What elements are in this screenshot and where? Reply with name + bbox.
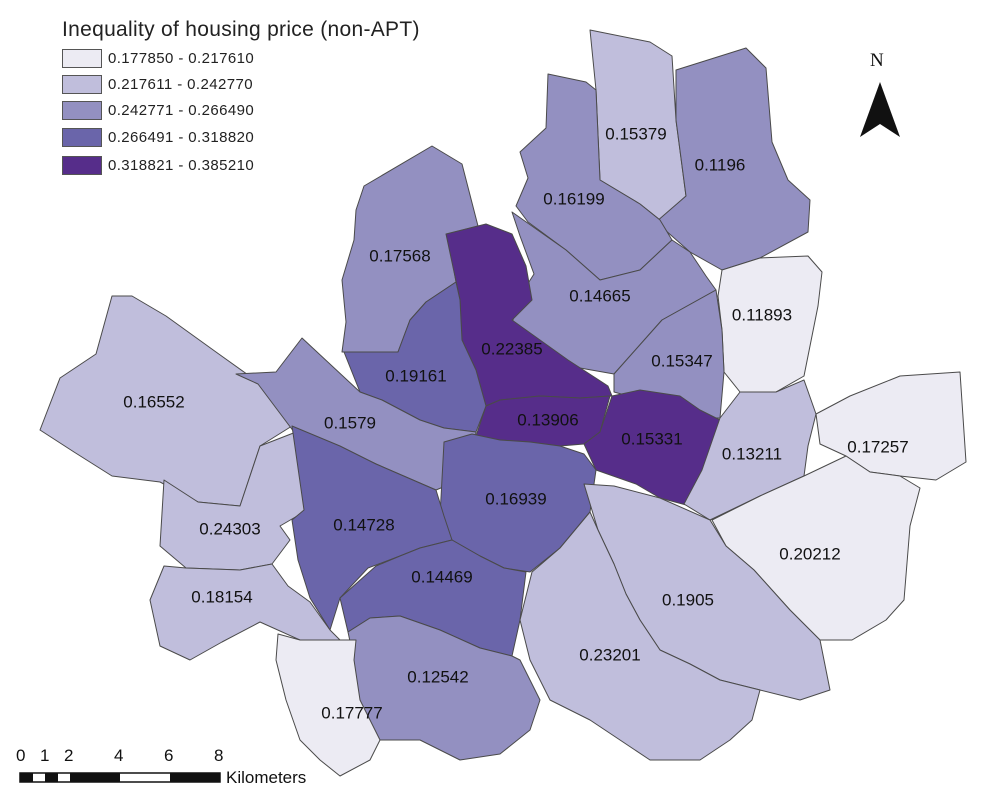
district-value-label: 0.15379 — [605, 124, 666, 143]
scale-unit-label: Kilometers — [226, 768, 307, 787]
district-value-label: 0.15347 — [651, 351, 712, 370]
north-letter: N — [870, 50, 884, 71]
scale-tick-label: 0 — [16, 746, 26, 765]
legend-label: 0.242771 - 0.266490 — [108, 102, 255, 119]
district-value-label: 0.15331 — [621, 429, 682, 448]
districts-layer — [39, 29, 967, 777]
district-area — [519, 511, 761, 761]
district-value-label: 0.16552 — [123, 392, 184, 411]
district-value-label: 0.24303 — [199, 519, 260, 538]
legend-title: Inequality of housing price (non-APT) — [62, 18, 420, 41]
legend-swatch — [62, 49, 102, 68]
scale-tick-label: 2 — [64, 746, 74, 765]
district-labels-layer: 0.15379 0.1196 0.16199 0.17568 0.14665 0.1189… — [123, 124, 908, 722]
district-value-label: 0.1579 — [324, 413, 376, 432]
scale-tick-label: 6 — [164, 746, 174, 765]
district-value-label: 0.12542 — [407, 667, 468, 686]
legend-label: 0.266491 - 0.318820 — [108, 129, 255, 146]
district-value-label: 0.14728 — [333, 515, 394, 534]
district-value-label: 0.17257 — [847, 437, 908, 456]
legend-swatch — [62, 75, 102, 94]
district-area — [291, 425, 453, 631]
district-area — [815, 371, 967, 481]
district-value-label: 0.23201 — [579, 645, 640, 664]
district-value-label: 0.22385 — [481, 339, 542, 358]
district-value-label: 0.17568 — [369, 246, 430, 265]
legend-swatch — [62, 156, 102, 175]
district-value-label: 0.1196 — [695, 155, 746, 174]
district-value-label: 0.14665 — [569, 286, 630, 305]
legend-label: 0.177850 - 0.217610 — [108, 50, 255, 67]
legend-label: 0.217611 - 0.242770 — [108, 76, 253, 93]
district-value-label: 0.18154 — [191, 587, 252, 606]
legend-swatch — [62, 101, 102, 120]
scale-tick-label: 1 — [40, 746, 50, 765]
district-value-label: 0.20212 — [779, 544, 840, 563]
district-area — [275, 633, 381, 777]
district-value-label: 0.1905 — [662, 590, 714, 609]
district-area — [655, 47, 811, 271]
district-value-label: 0.13211 — [722, 444, 782, 463]
district-value-label: 0.16199 — [543, 189, 604, 208]
district-value-label: 0.19161 — [385, 366, 446, 385]
district-value-label: 0.13906 — [517, 410, 578, 429]
north-arrow-icon — [860, 82, 900, 137]
legend-swatch — [62, 128, 102, 147]
district-value-label: 0.16939 — [485, 489, 546, 508]
scale-bar — [19, 772, 221, 783]
district-value-label: 0.14469 — [411, 567, 472, 586]
scale-tick-label: 4 — [114, 746, 124, 765]
legend-label: 0.318821 - 0.385210 — [108, 157, 255, 174]
scale-tick-label: 8 — [214, 746, 224, 765]
district-value-label: 0.17777 — [321, 703, 382, 722]
district-value-label: 0.11893 — [732, 305, 792, 324]
